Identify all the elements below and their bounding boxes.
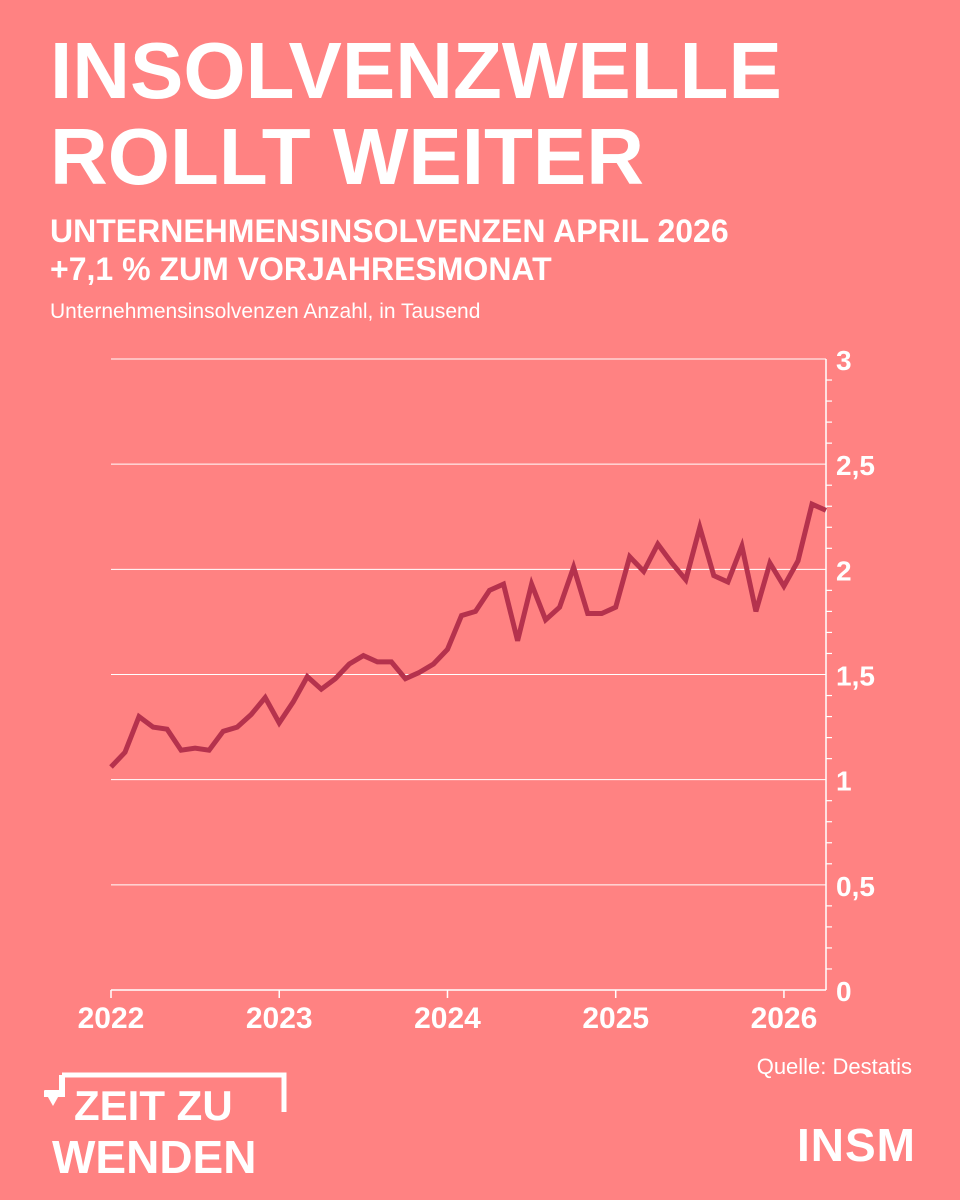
headline-line-2: ROLLT WEITER: [50, 112, 644, 201]
x-tick-label: 2025: [582, 1002, 649, 1035]
insm-logo: INSM: [797, 1119, 916, 1171]
series-line: [109, 500, 828, 769]
subheadline: UNTERNEHMENSINSOLVENZEN APRIL 2026 +7,1 …: [50, 212, 729, 288]
logo-text-line-1: ZEIT ZU: [74, 1082, 233, 1129]
headline-line-1: INSOLVENZWELLE: [50, 26, 782, 115]
y-tick-label: 2,5: [836, 450, 875, 481]
y-tick-label: 1,5: [836, 661, 875, 692]
logo-text-line-2: WENDEN: [52, 1131, 256, 1180]
subheadline-line-1: UNTERNEHMENSINSOLVENZEN APRIL 2026: [50, 213, 729, 249]
x-tick-label: 2023: [246, 1002, 313, 1035]
headline: INSOLVENZWELLE ROLLT WEITER: [50, 28, 782, 200]
source-note: Quelle: Destatis: [756, 1054, 912, 1079]
zeit-zu-wenden-logo: ZEIT ZU WENDEN: [44, 1072, 287, 1180]
x-tick-label: 2022: [78, 1002, 145, 1035]
y-tick-label: 3: [836, 345, 852, 376]
y-tick-label: 2: [836, 555, 852, 586]
y-tick-label: 0: [836, 976, 852, 1007]
subheadline-line-2: +7,1 % ZUM VORJAHRESMONAT: [50, 251, 552, 287]
y-axis-label: Unternehmensinsolvenzen Anzahl, in Tause…: [50, 300, 481, 323]
y-tick-label: 0,5: [836, 871, 875, 902]
x-tick-label: 2026: [751, 1002, 818, 1035]
y-tick-label: 1: [836, 766, 852, 797]
x-tick-label: 2024: [414, 1002, 481, 1035]
